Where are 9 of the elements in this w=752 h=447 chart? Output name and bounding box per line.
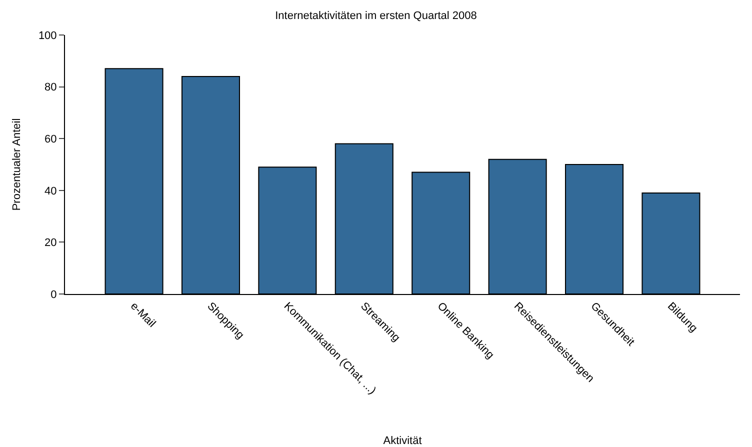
y-tick-label: 40 <box>44 185 57 198</box>
chart-title: Internetaktivitäten im ersten Quartal 2008 <box>275 10 477 22</box>
y-tick-label: 60 <box>44 133 57 146</box>
y-tick-label: 20 <box>44 237 57 250</box>
y-tick-label: 0 <box>50 288 57 301</box>
x-axis-title: Aktivität <box>383 435 422 447</box>
y-axis-title: Prozentualer Anteil <box>11 118 24 211</box>
y-tick-label: 80 <box>44 82 57 94</box>
y-tick-label: 100 <box>38 30 57 42</box>
